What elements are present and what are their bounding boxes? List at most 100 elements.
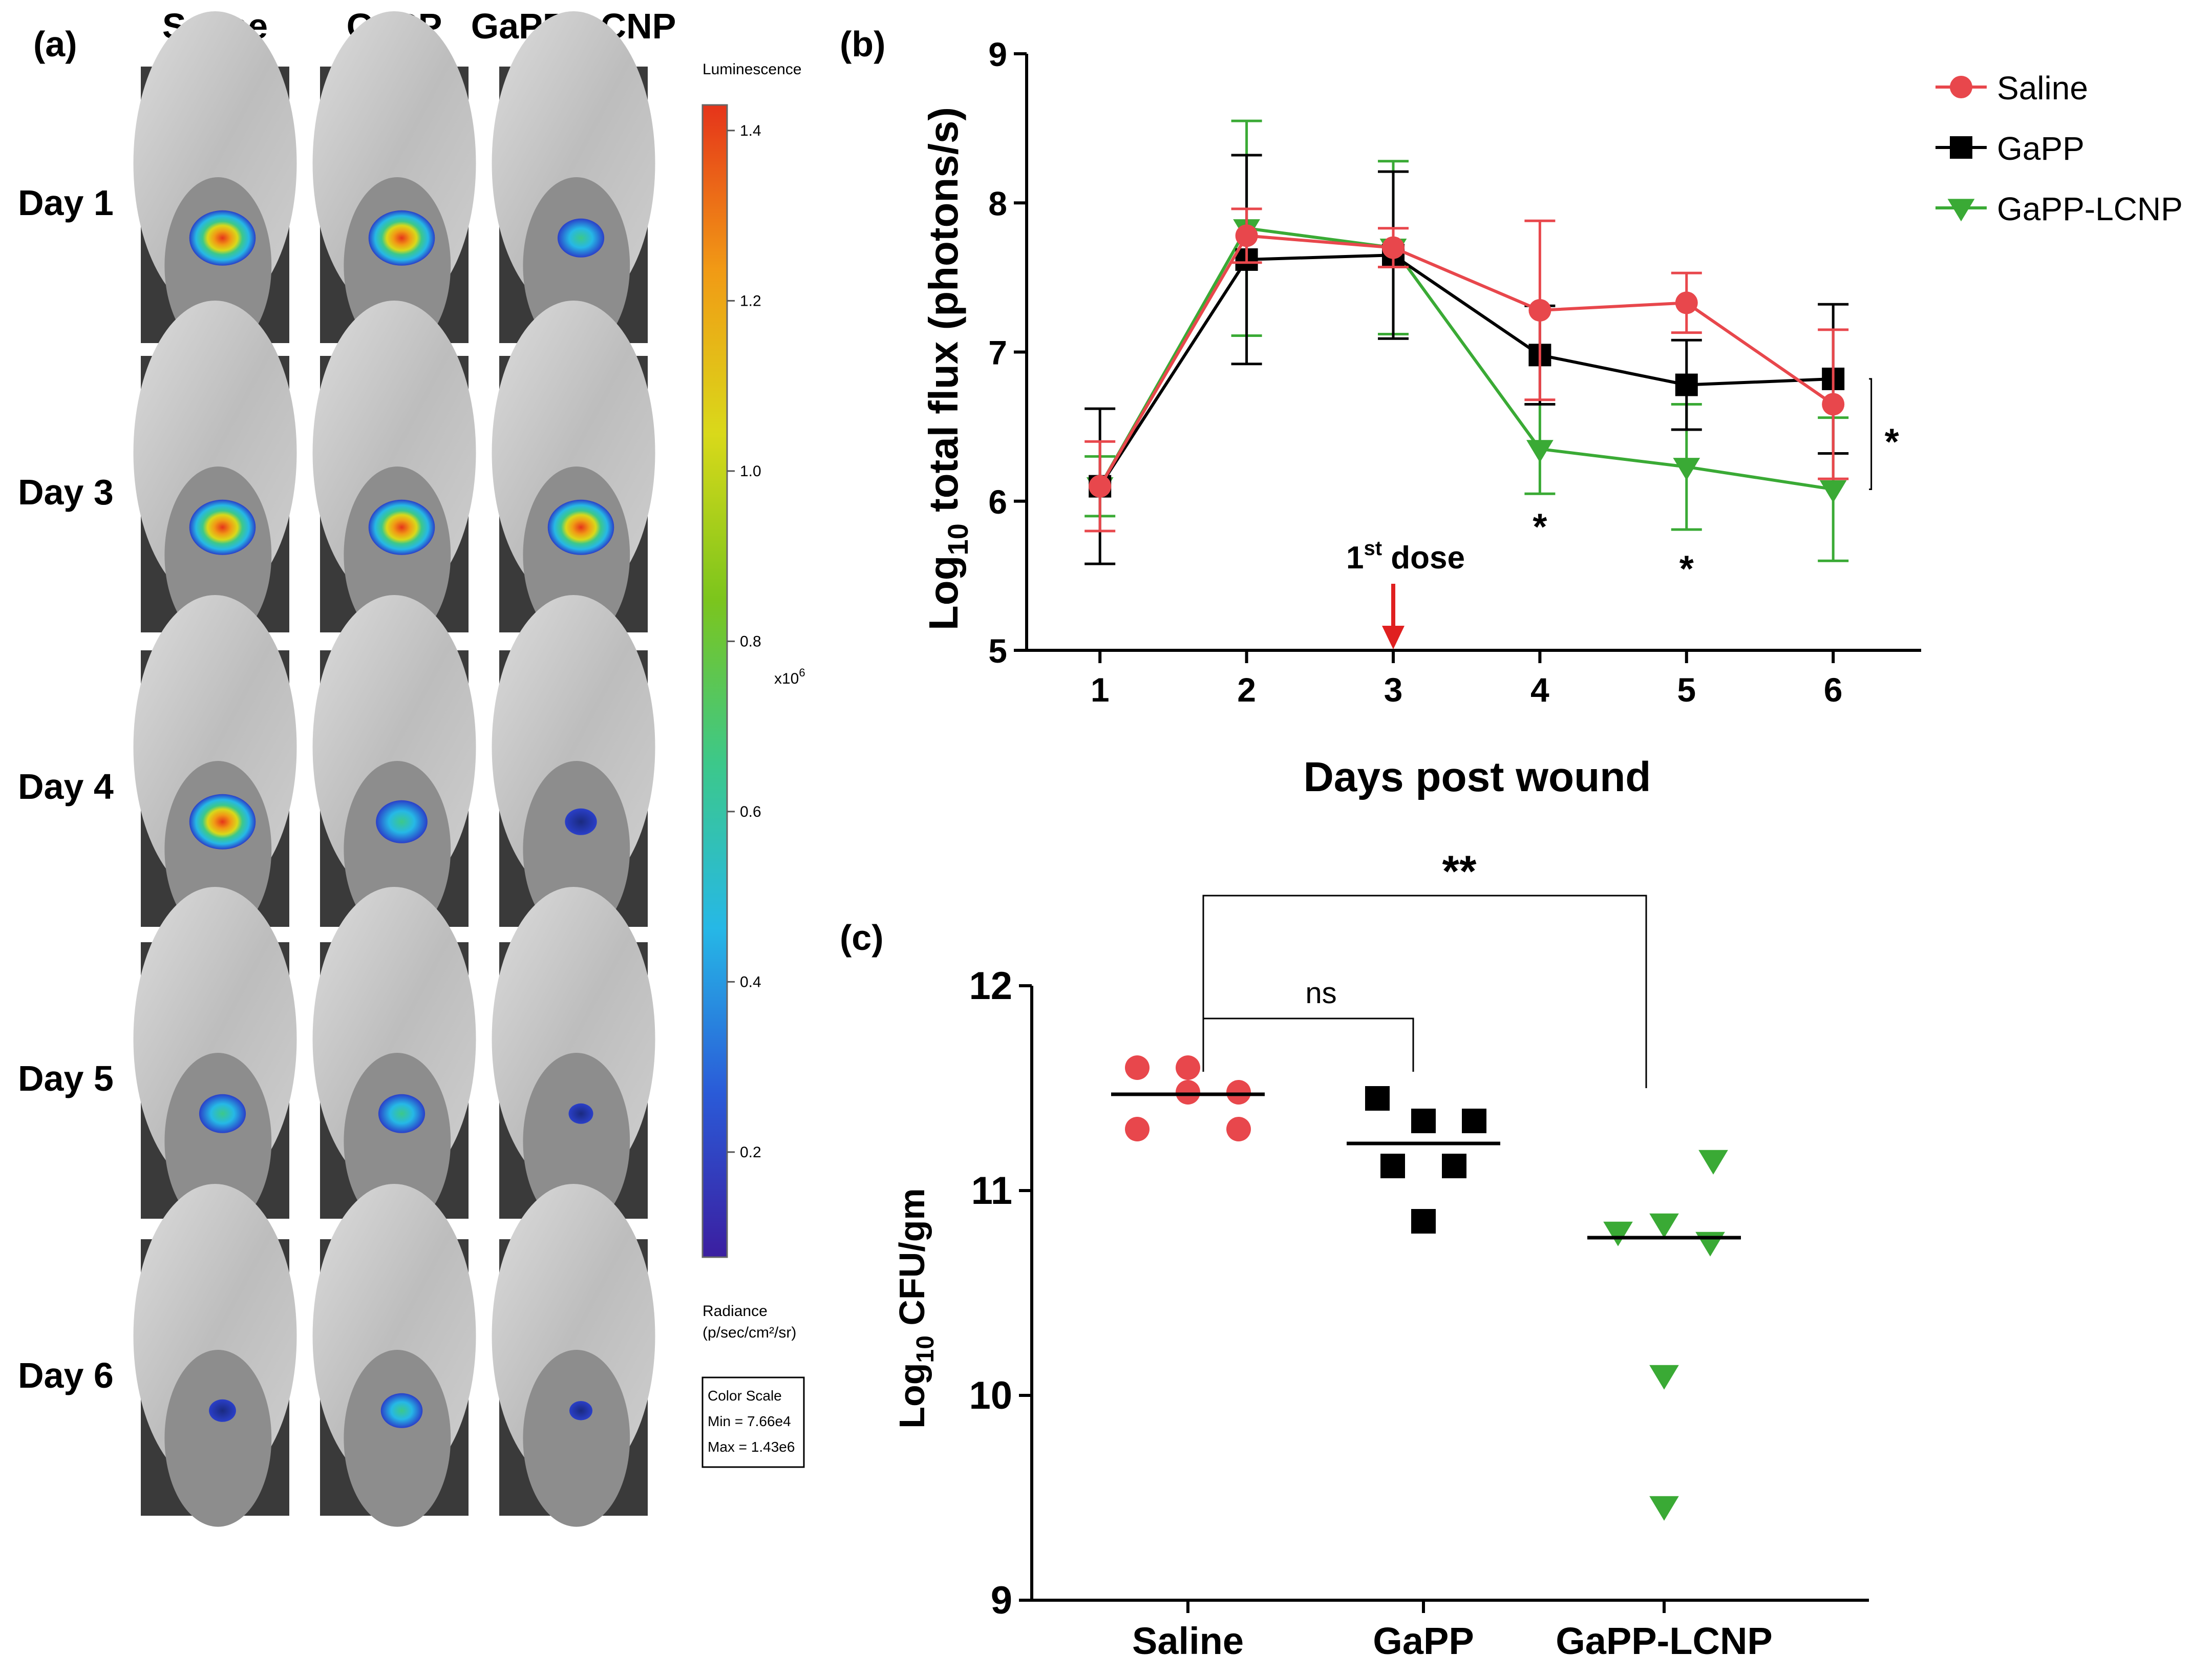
mouse-image	[312, 887, 476, 1230]
colorbar-tick-label: 0.8	[740, 633, 761, 650]
mouse-image	[492, 11, 655, 354]
data-point-saline	[1176, 1055, 1200, 1080]
colorbar-tick-label: 1.2	[740, 292, 761, 309]
significance-star: *	[1885, 422, 1899, 463]
y-tick-label: 9	[988, 35, 1007, 73]
colorbar-tick-label: 1.4	[740, 122, 761, 139]
data-point-gapp-lcnp	[1603, 1221, 1633, 1246]
legend-marker-gapp	[1950, 136, 1972, 159]
data-point-gapp	[1380, 1154, 1405, 1178]
group-gapp-lcnp	[1587, 1150, 1741, 1521]
bioluminescence-signal	[380, 1393, 423, 1428]
data-point-saline	[1822, 393, 1845, 416]
legend-marker-saline	[1950, 76, 1972, 98]
bioluminescence-signal	[199, 1094, 246, 1133]
y-tick-label: 11	[971, 1169, 1012, 1213]
data-point-saline	[1125, 1117, 1150, 1141]
row-label-day-4: Day 4	[18, 767, 114, 807]
panel-c-axes: 9 10 11 12 Saline GaPP GaPP-LCNP	[969, 964, 1869, 1662]
comparison-label-ns: ns	[1305, 977, 1336, 1010]
panel-c-points	[1111, 1055, 1741, 1521]
wound-area	[344, 1350, 451, 1527]
bioluminescence-signal	[189, 794, 256, 850]
x-tick-label-saline: Saline	[1132, 1620, 1244, 1662]
series-line-saline	[1098, 234, 1834, 487]
colorbar-ticks: 1.4 1.2 1.0 0.8 0.6 0.4 0.2	[727, 122, 761, 1161]
panel-b-label: (b)	[840, 24, 885, 64]
x-tick-label: 6	[1824, 671, 1843, 709]
comparison-bracket-ns	[1202, 1017, 1414, 1072]
significance-star: *	[1533, 507, 1547, 548]
mouse-image	[492, 1184, 655, 1527]
mouse-image	[133, 301, 297, 644]
data-point-saline	[1235, 224, 1258, 247]
panel-b: (b) Log10 total flux (photons/s) Days po…	[840, 24, 2183, 800]
mouse-image	[133, 1184, 297, 1527]
bioluminescence-signal	[368, 210, 435, 266]
bioluminescence-signal	[547, 499, 614, 555]
radiance-units: (p/sec/cm²/sr)	[703, 1324, 796, 1341]
panel-c-ylabel: Log10 CFU/gm	[892, 1188, 939, 1428]
dose-arrow-head	[1381, 626, 1405, 649]
bioluminescence-signal	[557, 218, 605, 258]
color-scale-box	[701, 1376, 805, 1468]
data-point-gapp	[1365, 1086, 1390, 1111]
panel-b-xlabel: Days post wound	[1304, 754, 1651, 800]
wound-area	[523, 1350, 630, 1527]
y-tick-label: 7	[988, 334, 1007, 372]
legend-label-gapp: GaPP	[1997, 130, 2085, 167]
comparison-label-double-star: **	[1442, 847, 1477, 896]
wound-area	[523, 1053, 630, 1230]
colorbar-tick-label: 1.0	[740, 463, 761, 480]
data-point-saline	[1226, 1080, 1251, 1105]
data-point-saline	[1089, 475, 1112, 498]
mouse-image-grid	[133, 11, 655, 1527]
legend-label-saline: Saline	[1997, 70, 2088, 107]
legend-label-gapp-lcnp: GaPP-LCNP	[1997, 190, 2183, 227]
data-point-saline	[1176, 1080, 1200, 1105]
data-point-gapp-lcnp	[1819, 480, 1847, 503]
panel-a-label: (a)	[33, 24, 77, 64]
group-saline	[1111, 1055, 1265, 1141]
data-point-gapp-lcnp	[1526, 440, 1554, 463]
mouse-image	[312, 595, 476, 938]
color-scale-title: Color Scale	[708, 1388, 782, 1404]
bioluminescence-signal	[569, 1401, 593, 1420]
panel-b-series	[1084, 119, 1849, 565]
mouse-image	[133, 887, 297, 1230]
bioluminescence-signal	[368, 499, 435, 555]
data-point-gapp-lcnp	[1673, 458, 1700, 481]
data-point-gapp	[1462, 1109, 1486, 1133]
y-tick-label: 5	[988, 632, 1007, 670]
y-tick-label: 6	[988, 483, 1007, 521]
comparison-bracket-double-star	[1202, 895, 1647, 1088]
bioluminescence-signal	[568, 1103, 593, 1124]
data-point-saline	[1675, 291, 1698, 314]
mouse-image	[492, 595, 655, 938]
y-tick-label: 12	[969, 964, 1012, 1008]
bioluminescence-signal	[189, 210, 256, 266]
colorbar-gradient	[701, 104, 728, 1258]
mouse-image	[133, 595, 297, 938]
data-point-gapp-lcnp	[1698, 1150, 1728, 1175]
series-line-gapp-lcnp	[1098, 226, 1834, 491]
row-labels: Day 1 Day 3 Day 4 Day 5 Day 6	[18, 183, 114, 1395]
panel-c: (c) Log10 CFU/gm 9 10 11 12 Saline GaPP GaPP-L…	[840, 847, 1869, 1662]
panel-b-ylabel: Log10 total flux (photons/s)	[921, 107, 974, 630]
data-point-gapp-lcnp	[1649, 1213, 1679, 1238]
series-line-gapp	[1098, 253, 1834, 487]
mouse-image	[312, 1184, 476, 1527]
radiance-label: Radiance	[703, 1303, 768, 1320]
mouse-image	[133, 11, 297, 354]
bioluminescence-signal	[189, 499, 256, 555]
x-tick-label: 4	[1530, 671, 1549, 709]
data-point-saline	[1125, 1055, 1150, 1080]
colorbar-tick-label: 0.2	[740, 1144, 761, 1161]
bioluminescence-signal	[378, 1094, 426, 1133]
bioluminescence-signal	[376, 800, 428, 843]
dose-annotation-label: 1st dose	[1346, 537, 1465, 576]
x-tick-label: 5	[1677, 671, 1696, 709]
row-label-day-6: Day 6	[18, 1355, 114, 1395]
y-tick-label: 10	[969, 1374, 1012, 1417]
